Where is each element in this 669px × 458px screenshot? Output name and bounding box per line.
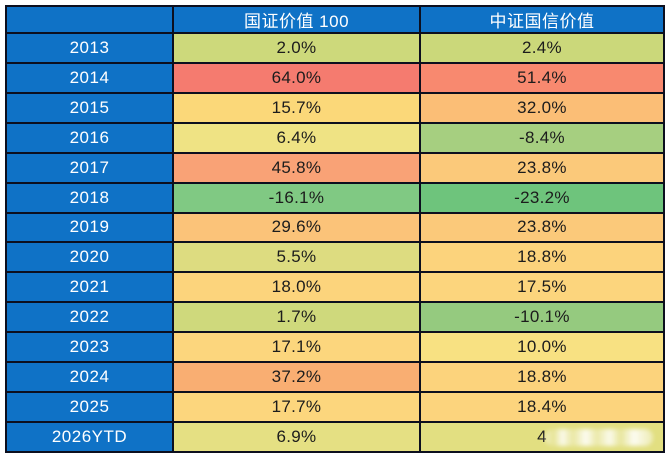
table-row: 2017 45.8% 23.8% (5, 151, 665, 184)
table-row: 2023 17.1% 10.0% (5, 331, 665, 364)
header-row: 国证价值 100 中证国信价值 (5, 5, 665, 34)
value-cell-guozheng: 64.0% (172, 61, 421, 94)
year-cell: 2026YTD (5, 420, 174, 454)
value-cell-guoxin: 32.0% (419, 91, 665, 124)
table-row: 2019 29.6% 23.8% (5, 211, 665, 244)
year-cell: 2019 (5, 211, 174, 244)
value-cell-guozheng: 5.5% (172, 241, 421, 274)
year-cell: 2018 (5, 181, 174, 214)
value-cell-guoxin: 4 (419, 420, 665, 454)
column-header-guozheng-value-100: 国证价值 100 (172, 5, 421, 34)
year-cell: 2015 (5, 91, 174, 124)
year-cell: 2023 (5, 331, 174, 364)
value-cell-guoxin: 2.4% (419, 32, 665, 64)
table-row: 2014 64.0% 51.4% (5, 61, 665, 94)
annual-returns-heatmap-table: 国证价值 100 中证国信价值 2013 2.0% 2.4% 2014 64.0% 51.… (5, 5, 665, 454)
value-cell-guozheng: 1.7% (172, 301, 421, 334)
value-cell-guoxin: 10.0% (419, 331, 665, 364)
value-cell-guozheng: 18.0% (172, 271, 421, 304)
value-cell-guoxin: -10.1% (419, 301, 665, 334)
table-row: 2018 -16.1% -23.2% (5, 181, 665, 214)
table-row: 2022 1.7% -10.1% (5, 301, 665, 334)
year-cell: 2016 (5, 121, 174, 154)
table-row: 2015 15.7% 32.0% (5, 91, 665, 124)
value-cell-guoxin: 51.4% (419, 61, 665, 94)
value-cell-guoxin: 17.5% (419, 271, 665, 304)
value-cell-guozheng: 15.7% (172, 91, 421, 124)
table-row: 2025 17.7% 18.4% (5, 391, 665, 423)
table-row: 2020 5.5% 18.8% (5, 241, 665, 274)
column-header-zhongzheng-guoxin-value: 中证国信价值 (419, 5, 665, 34)
value-cell-guoxin: 23.8% (419, 151, 665, 184)
year-cell: 2021 (5, 271, 174, 304)
value-cell-guozheng: 37.2% (172, 361, 421, 394)
value-cell-guozheng: 6.9% (172, 420, 421, 454)
table-row: 2013 2.0% 2.4% (5, 32, 665, 64)
value-cell-guoxin: 18.4% (419, 391, 665, 423)
year-cell: 2020 (5, 241, 174, 274)
year-cell: 2013 (5, 32, 174, 64)
value-cell-guozheng: 17.1% (172, 331, 421, 364)
value-cell-guoxin: -8.4% (419, 121, 665, 154)
value-cell-guoxin: 18.8% (419, 361, 665, 394)
year-cell: 2022 (5, 301, 174, 334)
table-row: 2026YTD 6.9% 4 (5, 420, 665, 454)
returns-table: 国证价值 100 中证国信价值 2013 2.0% 2.4% 2014 64.0% 51.… (5, 5, 665, 454)
year-cell: 2024 (5, 361, 174, 394)
year-column-header (5, 5, 174, 34)
year-cell: 2025 (5, 391, 174, 423)
value-cell-guozheng: 2.0% (172, 32, 421, 64)
blur-watermark-overlay (545, 428, 653, 446)
table-row: 2024 37.2% 18.8% (5, 361, 665, 394)
table-row: 2021 18.0% 17.5% (5, 271, 665, 304)
value-cell-guoxin: 18.8% (419, 241, 665, 274)
table-row: 2016 6.4% -8.4% (5, 121, 665, 154)
year-cell: 2017 (5, 151, 174, 184)
year-cell: 2014 (5, 61, 174, 94)
table-body: 2013 2.0% 2.4% 2014 64.0% 51.4% 2015 15.7% 32.0%… (5, 32, 665, 454)
value-cell-guozheng: 17.7% (172, 391, 421, 423)
value-cell-guoxin: -23.2% (419, 181, 665, 214)
value-cell-guozheng: -16.1% (172, 181, 421, 214)
value-cell-guozheng: 29.6% (172, 211, 421, 244)
value-cell-guozheng: 45.8% (172, 151, 421, 184)
value-cell-guoxin: 23.8% (419, 211, 665, 244)
value-cell-guozheng: 6.4% (172, 121, 421, 154)
